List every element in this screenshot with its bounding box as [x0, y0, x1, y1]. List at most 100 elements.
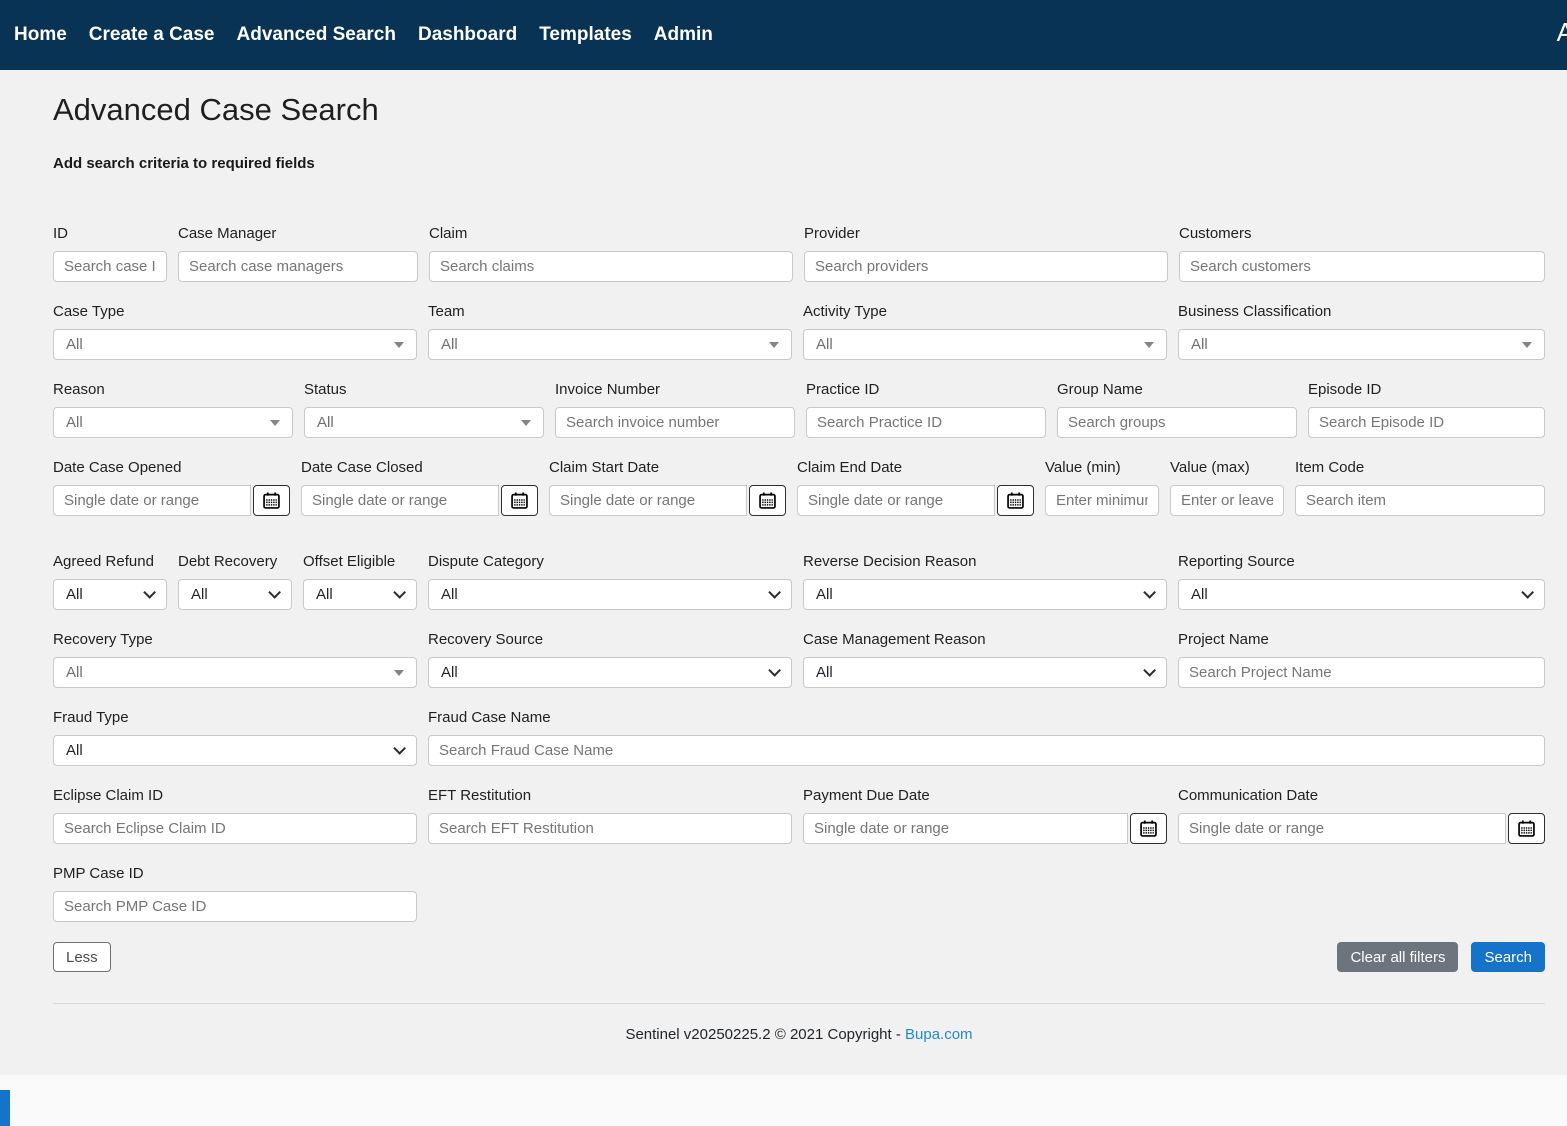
less-button[interactable]: Less [53, 942, 111, 972]
case-management-reason-value: All [816, 664, 833, 681]
caret-down-icon [270, 419, 280, 426]
dispute-category-select[interactable]: All [428, 579, 792, 610]
reason-dropdown[interactable]: All [53, 407, 293, 438]
field-team: Team All [428, 302, 792, 360]
field-id: ID [53, 224, 167, 282]
field-fraud-case-name: Fraud Case Name [428, 708, 1545, 766]
field-recovery-source: Recovery Source All [428, 630, 792, 688]
nav-item-advanced-search[interactable]: Advanced Search [236, 24, 396, 45]
field-case-type: Case Type All [53, 302, 417, 360]
pmp-case-id-input[interactable] [53, 891, 417, 922]
caret-down-icon [521, 419, 531, 426]
id-input[interactable] [53, 251, 167, 282]
footer-text: Sentinel v20250225.2 © 2021 Copyright - [625, 1026, 906, 1043]
nav-item-create-a-case[interactable]: Create a Case [88, 24, 215, 45]
claim-end-date-label: Claim End Date [797, 459, 903, 476]
fraud-case-name-label: Fraud Case Name [428, 709, 551, 726]
claim-start-date-input[interactable] [549, 485, 747, 516]
group-name-input[interactable] [1057, 407, 1297, 438]
dispute-category-label: Dispute Category [428, 553, 544, 570]
activity-type-label: Activity Type [803, 303, 887, 320]
eft-restitution-input[interactable] [428, 813, 792, 844]
field-invoice-number: Invoice Number [555, 380, 795, 438]
nav-item-templates[interactable]: Templates [539, 24, 632, 45]
customers-label: Customers [1179, 225, 1252, 242]
date-case-closed-label: Date Case Closed [301, 459, 423, 476]
agreed-refund-select[interactable]: All [53, 579, 167, 610]
date-case-closed-calendar-button[interactable] [501, 485, 538, 516]
claim-start-date-calendar-button[interactable] [749, 485, 786, 516]
field-claim-start-date: Claim Start Date [549, 458, 786, 516]
page-subtitle: Add search criteria to required fields [53, 155, 315, 172]
nav-item-dashboard[interactable]: Dashboard [417, 24, 518, 45]
eclipse-claim-id-label: Eclipse Claim ID [53, 787, 164, 804]
bupa-link[interactable]: Bupa.com [905, 1026, 973, 1043]
field-case-manager: Case Manager [178, 224, 418, 282]
field-activity-type: Activity Type All [803, 302, 1167, 360]
claim-end-date-calendar-button[interactable] [997, 485, 1034, 516]
debt-recovery-value: All [191, 586, 208, 603]
episode-id-input[interactable] [1308, 407, 1545, 438]
activity-type-dropdown[interactable]: All [803, 329, 1167, 360]
practice-id-input[interactable] [806, 407, 1046, 438]
field-reverse-decision-reason: Reverse Decision Reason All [803, 552, 1167, 610]
date-case-opened-calendar-button[interactable] [253, 485, 290, 516]
chevron-down-icon [1521, 586, 1534, 599]
field-reporting-source: Reporting Source All [1178, 552, 1545, 610]
date-case-opened-input[interactable] [53, 485, 251, 516]
chevron-down-icon [393, 742, 406, 755]
nav-right-partial-text[interactable]: A [1556, 17, 1567, 47]
field-business-classification: Business Classification All [1178, 302, 1545, 360]
nav-item-home[interactable]: Home [14, 24, 67, 45]
pmp-case-id-label: PMP Case ID [53, 865, 144, 882]
reporting-source-select[interactable]: All [1178, 579, 1545, 610]
case-manager-input[interactable] [178, 251, 418, 282]
advanced-case-search-page: Advanced Case Search Add search criteria… [0, 92, 1567, 1043]
caret-down-icon [1144, 341, 1154, 348]
claim-end-date-input[interactable] [797, 485, 995, 516]
project-name-input[interactable] [1178, 657, 1545, 688]
case-type-value: All [66, 336, 83, 353]
case-management-reason-select[interactable]: All [803, 657, 1167, 688]
field-agreed-refund: Agreed Refund All [53, 552, 167, 610]
clear-all-filters-button[interactable]: Clear all filters [1337, 942, 1459, 972]
case-type-dropdown[interactable]: All [53, 329, 417, 360]
case-management-reason-label: Case Management Reason [803, 631, 986, 648]
item-code-input[interactable] [1295, 485, 1545, 516]
debt-recovery-select[interactable]: All [178, 579, 292, 610]
communication-date-label: Communication Date [1178, 787, 1319, 804]
search-button[interactable]: Search [1471, 942, 1545, 972]
eclipse-claim-id-input[interactable] [53, 813, 417, 844]
field-date-case-closed: Date Case Closed [301, 458, 538, 516]
fraud-case-name-input[interactable] [428, 735, 1545, 766]
nav-item-admin[interactable]: Admin [653, 24, 713, 45]
invoice-number-label: Invoice Number [555, 381, 661, 398]
communication-date-input[interactable] [1178, 813, 1506, 844]
field-value-max: Value (max) [1170, 458, 1284, 516]
offset-eligible-select[interactable]: All [303, 579, 417, 610]
field-recovery-type: Recovery Type All [53, 630, 417, 688]
claim-input[interactable] [429, 251, 793, 282]
customers-input[interactable] [1179, 251, 1545, 282]
recovery-type-dropdown[interactable]: All [53, 657, 417, 688]
date-case-closed-input[interactable] [301, 485, 499, 516]
field-claim: Claim [429, 224, 793, 282]
fraud-type-select[interactable]: All [53, 735, 417, 766]
communication-date-calendar-button[interactable] [1508, 813, 1545, 844]
value-max-input[interactable] [1170, 485, 1284, 516]
filter-row-5: Agreed Refund All Debt Recovery All Offs… [53, 552, 1545, 610]
invoice-number-input[interactable] [555, 407, 795, 438]
top-navbar: Home Create a Case Advanced Search Dashb… [0, 0, 1567, 70]
payment-due-date-calendar-button[interactable] [1130, 813, 1167, 844]
value-min-input[interactable] [1045, 485, 1159, 516]
filter-row-4: Date Case Opened Date Case Closed [53, 458, 1545, 516]
business-classification-dropdown[interactable]: All [1178, 329, 1545, 360]
team-dropdown[interactable]: All [428, 329, 792, 360]
recovery-source-select[interactable]: All [428, 657, 792, 688]
provider-input[interactable] [804, 251, 1168, 282]
status-dropdown[interactable]: All [304, 407, 544, 438]
page-title: Advanced Case Search [53, 92, 379, 127]
reverse-decision-reason-select[interactable]: All [803, 579, 1167, 610]
case-type-label: Case Type [53, 303, 125, 320]
payment-due-date-input[interactable] [803, 813, 1128, 844]
